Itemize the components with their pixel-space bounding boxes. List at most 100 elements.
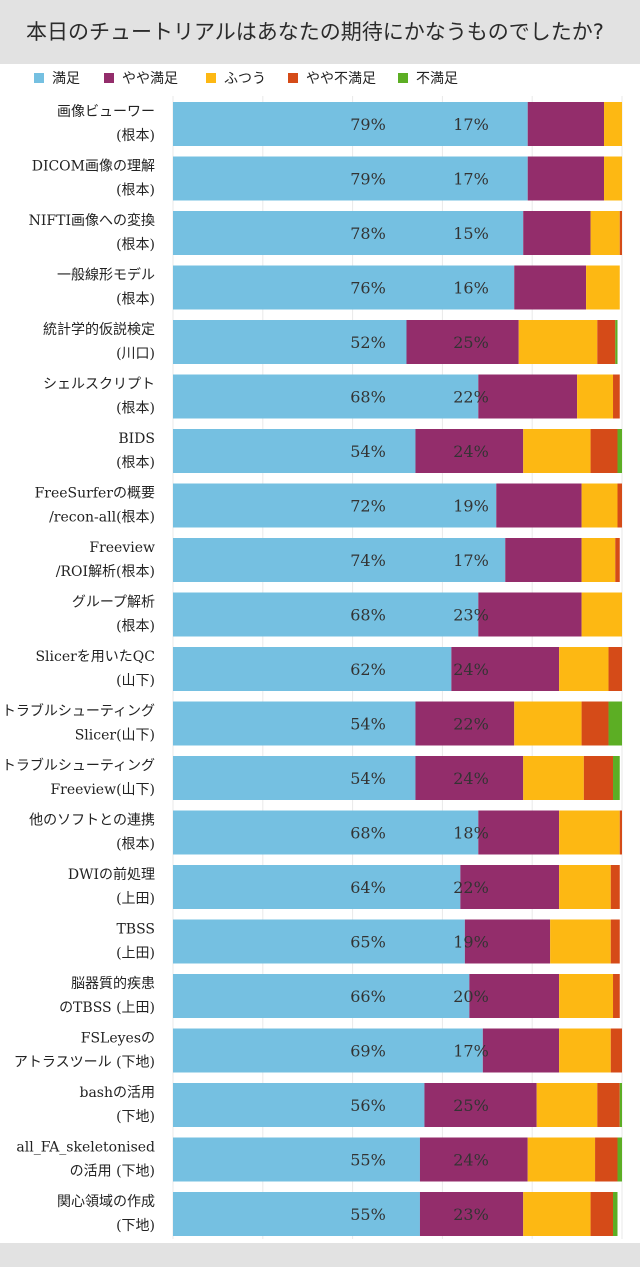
bar-row: グループ解析 (根本) 68% 23% [72,592,622,637]
category-label: グループ解析 [72,595,155,611]
legend-item-fumanzoku: 不満足 [398,67,458,89]
legend-item-futsuu: ふつう [206,67,266,89]
data-label: 24% [453,1151,489,1170]
bar-segment [590,211,620,255]
data-label: 54% [350,442,386,461]
bar-row: トラブルシューティング Freeview(山下) 54% 24% [2,756,620,800]
category-label: のTBSS (上田) [59,1000,155,1016]
bar-segment [613,756,620,800]
bar-row: 関心領域の作成 (下地) 55% 23% [57,1192,618,1236]
bar-segment [617,483,622,528]
bar-segment [581,483,618,528]
bar-segment [597,1083,620,1127]
category-label: 画像ビューワー [57,104,155,120]
bar-segment [173,647,452,691]
bottom-band [0,1243,640,1267]
bar-segment [173,756,416,800]
bar-segment [173,211,524,255]
bar-segment [523,429,591,473]
category-label: /ROI解析(根本) [56,564,155,580]
category-label: 統計学的仮説検定 [43,322,155,338]
data-label: 24% [453,660,489,679]
bar-segment [173,374,479,419]
bar-segment [451,647,560,691]
data-label: 24% [453,442,489,461]
bar-segment [173,1028,483,1073]
bar-segment [173,265,515,310]
bar-segment [559,865,611,909]
category-label: (下地) [116,1109,155,1125]
legend-swatch-manzoku [34,73,44,83]
bar-segment [173,865,461,909]
category-label: の活用 (下地) [70,1164,155,1180]
category-label: (山下) [116,673,155,689]
bar-row: 統計学的仮説検定 (川口) 52% 25% [43,320,618,364]
data-label: 65% [350,933,386,952]
legend-item-manzoku: 満足 [34,67,80,89]
bar-segment [590,429,618,473]
legend-label-futsuu: ふつう [224,71,266,87]
data-label: 68% [350,824,386,843]
bar-segment [608,647,622,691]
data-label: 25% [453,1096,489,1115]
bar-segment [514,701,582,746]
bar-row: シェルスクリプト (根本) 68% 22% [43,374,620,419]
bar-segment [559,974,614,1018]
category-label: Slicerを用いたQC [35,649,155,665]
data-label: 69% [350,1042,386,1061]
data-label: 56% [350,1096,386,1115]
category-label: トラブルシューティング [2,757,155,774]
bar-segment [523,211,591,255]
bar-row: FreeSurferの概要/recon-all(根本) 72% 19% [35,483,622,528]
bar-segment [617,1137,622,1182]
bar-row: Slicerを用いたQC (山下) 62% 24% [35,647,622,691]
data-label: 68% [350,606,386,625]
bar-segment [527,156,605,201]
bar-row: BIDS (根本) 54% 24% [116,429,622,473]
bar-segment [619,810,622,855]
category-label: FreeSurferの概要 [35,486,155,502]
data-label: 19% [453,497,489,516]
bar-segment [610,1028,622,1073]
data-label: 76% [350,279,386,298]
bar-segment [173,1083,425,1127]
bar-segment [536,1083,598,1127]
data-label: 72% [350,497,386,516]
bar-segment [586,265,620,310]
category-label: all_FA_skeletonised [16,1140,155,1156]
bar-segment [608,701,622,746]
bar-segment [604,156,622,201]
category-label: 関心領域の作成 [57,1193,155,1210]
category-label: BIDS [118,431,155,447]
bar-segment [581,592,622,637]
data-label: 20% [453,987,489,1006]
data-label: 79% [350,115,386,134]
category-label: 脳器質的疾患 [71,976,155,992]
bar-segment [559,1028,611,1073]
bar-row: bashの活用 (下地) 56% 25% [79,1083,622,1127]
bar-row: Freeview/ROI解析(根本) 74% 17% [56,538,620,582]
bar-segment [415,701,515,746]
bar-segment [523,1192,591,1236]
title-bar: 本日のチュートリアルはあなたの期待にかなうものでしたか? [0,0,640,64]
bar-segment [415,756,524,800]
data-label: 17% [453,170,489,189]
category-label: (根本) [116,619,155,635]
bar-segment [581,701,609,746]
data-label: 17% [453,551,489,570]
bar-segment [610,919,620,964]
bar-segment [617,429,622,473]
category-label: シェルスクリプト [43,377,155,393]
category-label: トラブルシューティング [2,703,155,720]
legend-swatch-yaya-fumanzoku [288,73,298,83]
data-label: 74% [350,551,386,570]
bar-segment [615,538,620,582]
category-label: (根本) [116,401,155,417]
bar-segment [550,919,611,964]
category-label: (上田) [116,891,155,907]
data-label: 79% [350,170,386,189]
category-label: DWIの前処理 [68,866,155,883]
